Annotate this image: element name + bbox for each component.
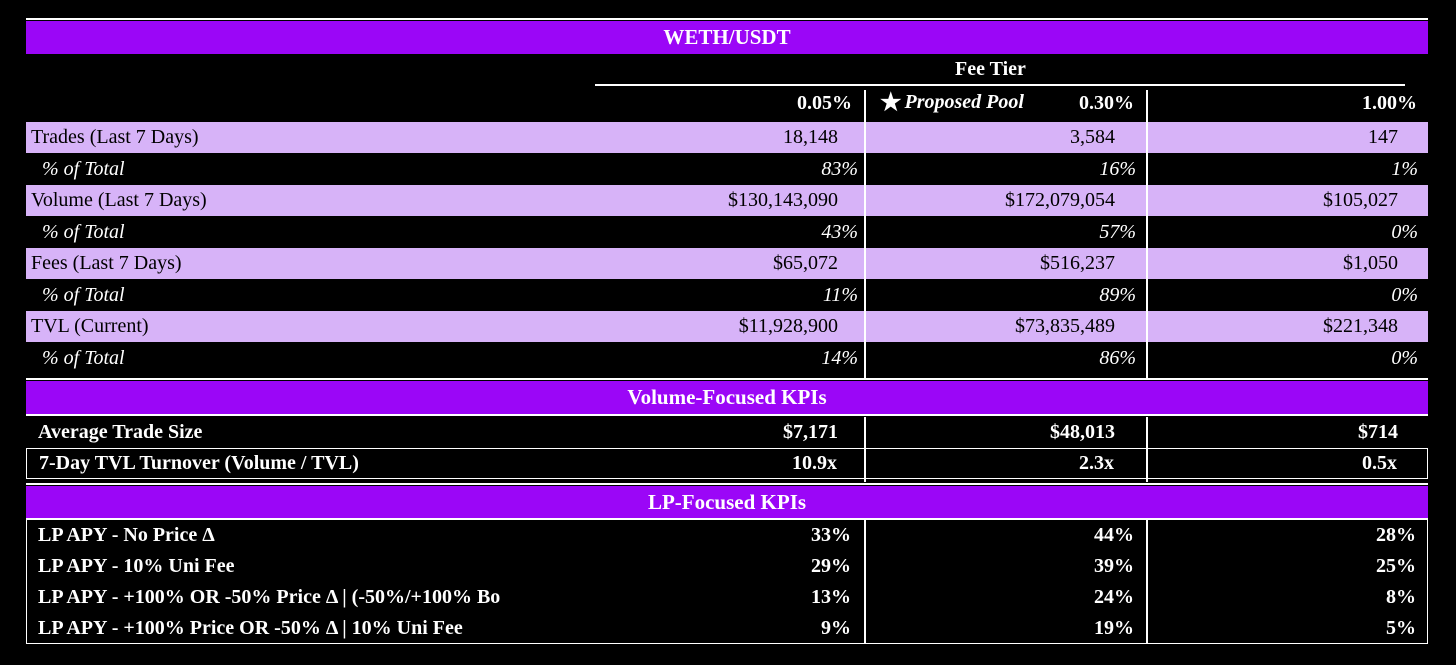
- cell-value: $7,171: [783, 421, 838, 443]
- proposed-pool-label: Proposed Pool: [904, 91, 1024, 113]
- cell-value: $73,835,489: [1015, 315, 1115, 337]
- cell-value: 33%: [811, 524, 851, 546]
- cell-value: $105,027: [1323, 189, 1398, 211]
- column-divider: [864, 90, 866, 378]
- cell-value: 89%: [1099, 284, 1136, 306]
- proposed-pool-header: ★ Proposed Pool: [880, 88, 1024, 117]
- row-label: TVL (Current): [31, 315, 149, 337]
- cell-value: 24%: [1094, 586, 1134, 608]
- row-label: Fees (Last 7 Days): [31, 252, 182, 274]
- table-row-tvl-pct: % of Total 14% 86% 0%: [26, 343, 1428, 374]
- table-row-lp-apy-no-price: LP APY - No Price Δ 33% 44% 28%: [26, 520, 1428, 551]
- cell-value: 18,148: [783, 126, 838, 148]
- column-divider: [1146, 417, 1148, 482]
- cell-value: 14%: [821, 347, 858, 369]
- table-row-fees-pct: % of Total 11% 89% 0%: [26, 280, 1428, 311]
- cell-value: $130,143,090: [728, 189, 838, 211]
- cell-value: $221,348: [1323, 315, 1398, 337]
- row-label: % of Total: [42, 284, 125, 306]
- volume-kpis-band: Volume-Focused KPIs: [26, 381, 1428, 414]
- cell-value: 86%: [1099, 347, 1136, 369]
- cell-value: $65,072: [773, 252, 838, 274]
- column-divider: [1146, 90, 1148, 378]
- cell-value: 43%: [821, 221, 858, 243]
- row-label: LP APY - +100% OR -50% Price Δ | (-50%/+…: [38, 586, 501, 608]
- fee-tier-header: Fee Tier: [955, 58, 1026, 80]
- table-row-volume-pct: % of Total 43% 57% 0%: [26, 217, 1428, 248]
- cell-value: 29%: [811, 555, 851, 577]
- cell-value: 9%: [821, 617, 851, 639]
- table-row-lp-apy-price-move-uni-fee: LP APY - +100% Price OR -50% Δ | 10% Uni…: [26, 613, 1428, 644]
- cell-value: 0%: [1391, 221, 1418, 243]
- row-label: % of Total: [42, 221, 125, 243]
- cell-value: $48,013: [1050, 421, 1115, 443]
- cell-value: 5%: [1386, 617, 1416, 639]
- row-label: LP APY - No Price Δ: [38, 524, 215, 546]
- table-title-band: WETH/USDT: [26, 21, 1428, 54]
- cell-value: 8%: [1386, 586, 1416, 608]
- row-label: Volume (Last 7 Days): [31, 189, 207, 211]
- cell-value: $1,050: [1343, 252, 1398, 274]
- cell-value: 0%: [1391, 284, 1418, 306]
- lp-kpis-band: LP-Focused KPIs: [26, 486, 1428, 518]
- table-title: WETH/USDT: [663, 25, 791, 49]
- cell-value: 16%: [1099, 158, 1136, 180]
- table-row-lp-apy-price-move: LP APY - +100% OR -50% Price Δ | (-50%/+…: [26, 582, 1428, 613]
- cell-value: 10.9x: [792, 452, 837, 474]
- cell-value: $11,928,900: [738, 315, 838, 337]
- table-row-avg-trade-size: Average Trade Size $7,171 $48,013 $714: [26, 417, 1428, 448]
- cell-value: 83%: [821, 158, 858, 180]
- cell-value: 44%: [1094, 524, 1134, 546]
- star-icon: ★: [880, 90, 902, 116]
- lp-kpis-title: LP-Focused KPIs: [647, 489, 807, 514]
- column-header-1-00: 1.00%: [1362, 92, 1417, 114]
- cell-value: 11%: [822, 284, 858, 306]
- section-rule: [26, 483, 1428, 485]
- column-divider: [864, 417, 866, 482]
- column-header-0-30: 0.30%: [1079, 92, 1134, 114]
- cell-value: 1%: [1391, 158, 1418, 180]
- table-row-trades: Trades (Last 7 Days) 18,148 3,584 147: [26, 122, 1428, 153]
- row-label: 7-Day TVL Turnover (Volume / TVL): [39, 452, 359, 474]
- cell-value: 3,584: [1070, 126, 1115, 148]
- cell-value: 57%: [1099, 221, 1136, 243]
- table-row-tvl: TVL (Current) $11,928,900 $73,835,489 $2…: [26, 311, 1428, 342]
- row-label: LP APY - +100% Price OR -50% Δ | 10% Uni…: [38, 617, 463, 639]
- table-row-fees: Fees (Last 7 Days) $65,072 $516,237 $1,0…: [26, 248, 1428, 279]
- column-divider: [864, 520, 866, 643]
- section-rule: [26, 518, 1428, 520]
- cell-value: 13%: [811, 586, 851, 608]
- cell-value: 19%: [1094, 617, 1134, 639]
- lp-section-frame: [26, 520, 1428, 644]
- cell-value: 28%: [1376, 524, 1416, 546]
- cell-value: 39%: [1094, 555, 1134, 577]
- column-header-0-05: 0.05%: [797, 92, 852, 114]
- table-row-tvl-turnover: 7-Day TVL Turnover (Volume / TVL) 10.9x …: [26, 448, 1428, 479]
- row-label: LP APY - 10% Uni Fee: [38, 555, 235, 577]
- row-label: Trades (Last 7 Days): [31, 126, 199, 148]
- cell-value: 2.3x: [1079, 452, 1114, 474]
- cell-value: $516,237: [1040, 252, 1115, 274]
- cell-value: 25%: [1376, 555, 1416, 577]
- fee-tier-underline: [595, 84, 1405, 86]
- section-rule: [26, 378, 1428, 380]
- column-divider: [1146, 520, 1148, 643]
- cell-value: 0%: [1391, 347, 1418, 369]
- table-row-lp-apy-uni-fee: LP APY - 10% Uni Fee 29% 39% 25%: [26, 551, 1428, 582]
- volume-kpis-title: Volume-Focused KPIs: [627, 385, 827, 409]
- cell-value: 147: [1368, 126, 1398, 148]
- section-rule: [26, 414, 1428, 416]
- top-rule: [26, 18, 1428, 20]
- cell-value: $172,079,054: [1005, 189, 1115, 211]
- row-label: % of Total: [42, 158, 125, 180]
- cell-value: $714: [1358, 421, 1398, 443]
- row-label: Average Trade Size: [38, 421, 203, 443]
- row-label: % of Total: [42, 347, 125, 369]
- table-row-trades-pct: % of Total 83% 16% 1%: [26, 154, 1428, 185]
- cell-value: 0.5x: [1362, 452, 1397, 474]
- table-row-volume: Volume (Last 7 Days) $130,143,090 $172,0…: [26, 185, 1428, 216]
